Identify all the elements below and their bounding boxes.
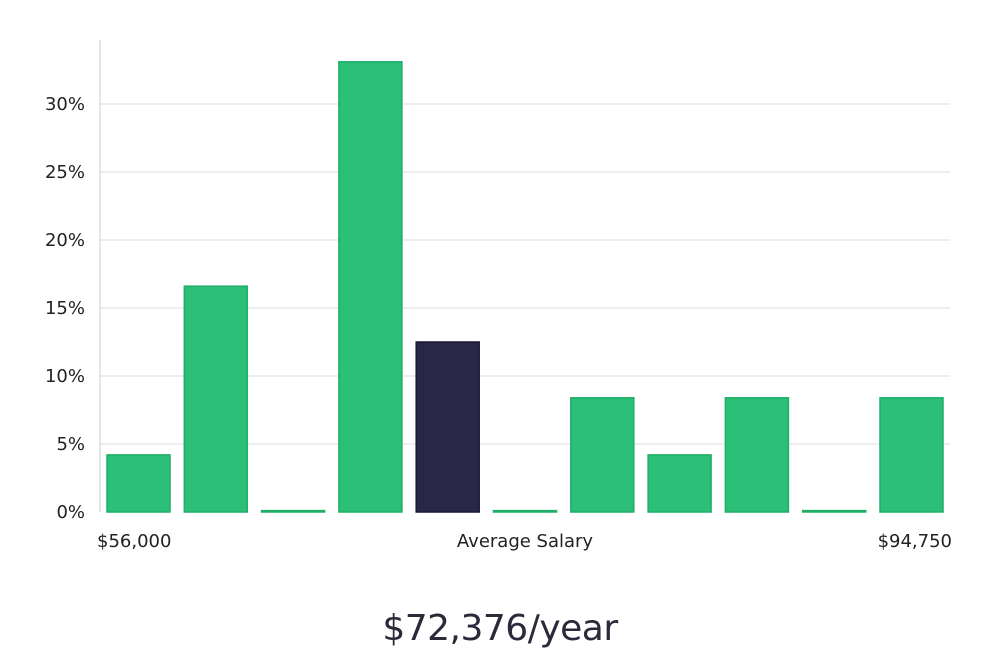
bars: [106, 61, 944, 513]
y-tick-label: 15%: [45, 298, 85, 319]
bar: [492, 509, 558, 513]
y-tick-label: 20%: [45, 230, 85, 251]
bar: [801, 509, 867, 513]
bar: [183, 285, 249, 513]
x-min-label: $56,000: [97, 531, 171, 552]
y-tick-labels: 0% 5% 10% 15% 20% 25% 30%: [45, 94, 85, 523]
y-tick-label: 30%: [45, 94, 85, 115]
bar: [260, 509, 326, 513]
bar: [724, 397, 790, 513]
x-max-label: $94,750: [878, 531, 952, 552]
bar: [570, 397, 635, 513]
average-salary-value: $72,376/year: [382, 608, 618, 649]
y-tick-label: 0%: [56, 502, 85, 523]
bar-highlighted: [415, 341, 480, 513]
salary-histogram: 0% 5% 10% 15% 20% 25% 30% $56,000 Average Sala…: [45, 40, 952, 552]
y-tick-label: 5%: [56, 434, 85, 455]
y-tick-label: 10%: [45, 366, 85, 387]
bar: [338, 61, 403, 513]
bar: [879, 397, 944, 513]
bar: [106, 454, 171, 513]
x-axis-title: Average Salary: [457, 531, 594, 552]
bar: [647, 454, 712, 513]
y-tick-label: 25%: [45, 162, 85, 183]
